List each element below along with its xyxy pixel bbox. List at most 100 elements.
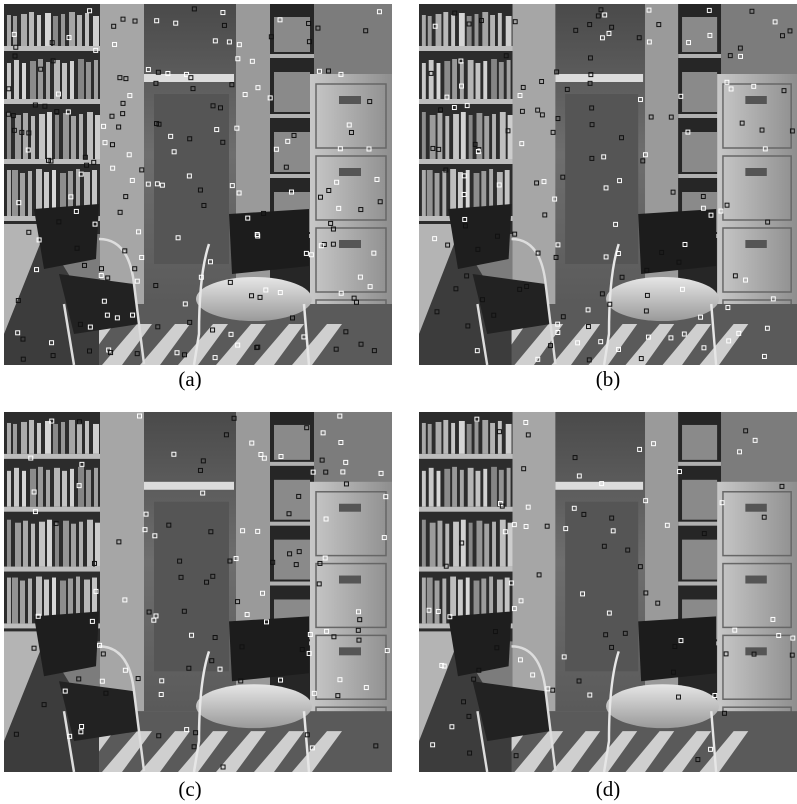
book: [7, 63, 11, 99]
book: [422, 63, 426, 99]
door-panel: [154, 94, 229, 264]
book: [429, 60, 434, 99]
book: [476, 113, 482, 159]
photo: [419, 4, 797, 365]
book: [7, 520, 11, 567]
book: [47, 520, 52, 567]
handle: [745, 96, 766, 104]
book: [491, 59, 497, 99]
shelf: [270, 54, 314, 58]
book: [55, 523, 59, 567]
handle: [339, 504, 361, 512]
book: [475, 422, 479, 454]
shelf: [419, 567, 513, 572]
shelf: [4, 46, 100, 51]
book: [422, 170, 426, 216]
page: Figure panels {"panels": [{"label": "(a)…: [0, 0, 797, 804]
handle: [745, 504, 766, 512]
shelf: [4, 454, 100, 459]
pillar: [100, 412, 144, 711]
book: [437, 471, 441, 507]
shelf: [270, 522, 314, 526]
book: [508, 523, 513, 567]
chair-seat: [196, 277, 312, 321]
book: [55, 115, 59, 159]
book: [71, 116, 76, 159]
door-panel: [154, 502, 229, 672]
book: [53, 424, 58, 454]
book: [422, 423, 426, 454]
book: [69, 12, 75, 46]
pillar: [513, 4, 556, 304]
panel-label: (d): [596, 777, 621, 801]
book: [86, 62, 91, 99]
book: [427, 170, 433, 216]
boxes: [274, 72, 310, 112]
book: [467, 16, 472, 46]
book: [85, 421, 89, 454]
book: [94, 468, 98, 507]
book: [427, 578, 433, 624]
book: [452, 59, 457, 99]
book: [13, 424, 17, 454]
book: [437, 63, 441, 99]
shelf: [270, 114, 314, 118]
book: [30, 469, 36, 507]
book: [459, 13, 465, 46]
chair-back: [448, 204, 511, 269]
book: [63, 113, 69, 159]
shelf: [419, 454, 513, 459]
body: (a) (b) (c) (d) (() => { const data = JS…: [0, 0, 797, 804]
book: [453, 114, 459, 159]
panel-label: (b): [596, 367, 621, 391]
book: [63, 521, 69, 567]
book: [37, 423, 41, 454]
door-panel: [565, 502, 638, 672]
book: [484, 524, 489, 567]
handle: [339, 96, 361, 104]
book: [460, 62, 464, 99]
book: [445, 116, 449, 159]
book: [442, 579, 446, 624]
chair-back: [448, 611, 511, 676]
book: [476, 521, 482, 567]
book: [476, 63, 481, 99]
chair-seat: [606, 277, 719, 321]
book: [422, 15, 426, 46]
book: [45, 421, 51, 454]
book: [95, 115, 100, 159]
chair-seat: [606, 684, 719, 728]
book: [38, 467, 43, 507]
book: [461, 112, 466, 159]
book: [506, 424, 512, 454]
shelf: [678, 54, 721, 58]
chair-seat: [196, 684, 312, 728]
boxes: [274, 540, 310, 580]
book: [28, 171, 32, 216]
photo: [4, 4, 392, 365]
boxes: [682, 72, 717, 112]
book: [467, 424, 472, 454]
book: [61, 14, 65, 46]
book: [498, 13, 502, 46]
book: [30, 61, 36, 99]
book: [435, 581, 440, 624]
book: [508, 115, 513, 159]
book: [31, 116, 35, 159]
book: [7, 471, 11, 507]
book: [79, 114, 83, 159]
shelf: [419, 159, 513, 164]
book: [476, 471, 481, 507]
boxes: [682, 480, 717, 520]
light-strip: [555, 74, 643, 82]
book: [492, 114, 496, 159]
shelf: [270, 174, 314, 178]
book: [490, 423, 495, 454]
shelf: [4, 99, 100, 104]
book: [430, 523, 436, 567]
book: [506, 16, 512, 46]
book: [23, 521, 28, 567]
book: [28, 579, 32, 624]
photo: [4, 412, 392, 772]
book: [77, 423, 82, 454]
